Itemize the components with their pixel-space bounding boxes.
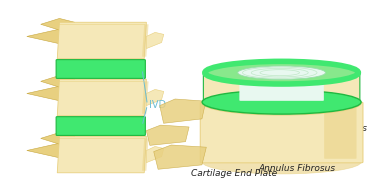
FancyBboxPatch shape: [239, 72, 324, 101]
Polygon shape: [160, 99, 206, 123]
Polygon shape: [57, 22, 146, 59]
Polygon shape: [57, 136, 146, 173]
Polygon shape: [142, 138, 149, 171]
Ellipse shape: [202, 150, 361, 174]
Polygon shape: [27, 29, 74, 44]
FancyBboxPatch shape: [324, 102, 356, 159]
Text: IVD: IVD: [149, 100, 166, 110]
FancyBboxPatch shape: [56, 60, 145, 78]
Ellipse shape: [202, 90, 361, 114]
Polygon shape: [146, 32, 164, 49]
Polygon shape: [142, 81, 149, 114]
Polygon shape: [27, 143, 74, 158]
Polygon shape: [142, 24, 149, 57]
FancyBboxPatch shape: [200, 102, 363, 163]
Polygon shape: [41, 132, 74, 144]
Text: Nucleus Pulposus: Nucleus Pulposus: [288, 124, 367, 133]
Polygon shape: [27, 86, 74, 101]
FancyBboxPatch shape: [203, 72, 360, 103]
Polygon shape: [41, 18, 74, 30]
Polygon shape: [146, 146, 164, 163]
Ellipse shape: [238, 66, 325, 79]
Polygon shape: [154, 145, 206, 169]
FancyBboxPatch shape: [56, 117, 145, 135]
Polygon shape: [57, 79, 146, 116]
Polygon shape: [146, 89, 164, 106]
Text: Annulus Fibrosus: Annulus Fibrosus: [258, 164, 335, 173]
Polygon shape: [41, 75, 74, 87]
Polygon shape: [146, 125, 189, 145]
Text: Cartilage End Plate: Cartilage End Plate: [191, 169, 277, 178]
Ellipse shape: [205, 61, 358, 84]
Ellipse shape: [202, 91, 361, 115]
Ellipse shape: [205, 61, 358, 84]
